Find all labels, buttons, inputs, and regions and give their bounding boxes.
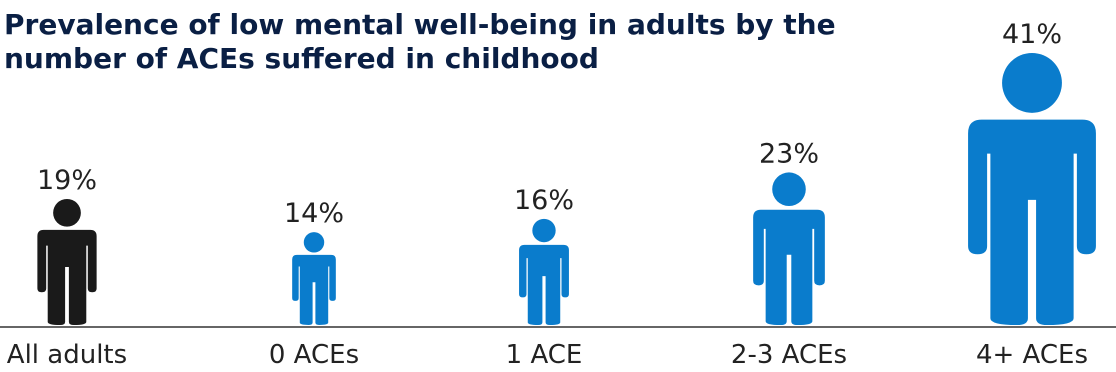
category-label: 1 ACE xyxy=(506,340,583,370)
category-label: 4+ ACEs xyxy=(976,340,1088,370)
chart-title: Prevalence of low mental well-being in a… xyxy=(4,8,836,75)
person-icon-body xyxy=(292,254,336,325)
value-label: 19% xyxy=(37,165,97,196)
person-icon xyxy=(519,218,569,325)
person-icon-body xyxy=(968,119,1096,325)
person-icon xyxy=(968,53,1096,325)
person-icon-head xyxy=(303,232,325,253)
person-icon xyxy=(753,172,825,325)
category-label: 2-3 ACEs xyxy=(731,340,847,370)
person-icon-head xyxy=(532,218,556,243)
person-icon-body xyxy=(753,209,825,325)
category-label: All adults xyxy=(7,340,127,370)
person-icon-head xyxy=(1002,53,1062,113)
value-label: 16% xyxy=(514,185,574,216)
category-label: 0 ACEs xyxy=(269,340,359,370)
value-label: 41% xyxy=(1002,19,1062,50)
person-icon xyxy=(292,232,336,325)
person-icon-head xyxy=(772,172,806,206)
person-icon-head xyxy=(53,198,81,227)
person-icon-body xyxy=(37,229,97,325)
value-label: 23% xyxy=(759,138,819,169)
person-icon xyxy=(37,198,97,325)
person-icon-body xyxy=(519,244,569,325)
value-label: 14% xyxy=(284,198,344,229)
